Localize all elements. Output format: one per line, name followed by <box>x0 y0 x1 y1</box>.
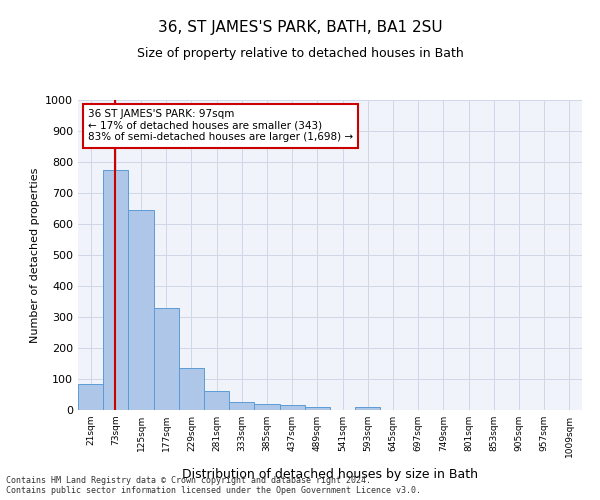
Bar <box>280 406 305 410</box>
Bar <box>78 384 103 410</box>
Bar <box>179 368 204 410</box>
Bar <box>229 402 254 410</box>
Bar <box>355 407 380 410</box>
Text: 36 ST JAMES'S PARK: 97sqm
← 17% of detached houses are smaller (343)
83% of semi: 36 ST JAMES'S PARK: 97sqm ← 17% of detac… <box>88 110 353 142</box>
X-axis label: Distribution of detached houses by size in Bath: Distribution of detached houses by size … <box>182 468 478 481</box>
Bar <box>204 392 229 410</box>
Bar <box>254 404 280 410</box>
Bar <box>103 170 128 410</box>
Bar <box>305 407 330 410</box>
Text: 36, ST JAMES'S PARK, BATH, BA1 2SU: 36, ST JAMES'S PARK, BATH, BA1 2SU <box>158 20 442 35</box>
Y-axis label: Number of detached properties: Number of detached properties <box>29 168 40 342</box>
Bar <box>154 308 179 410</box>
Bar <box>128 210 154 410</box>
Text: Contains HM Land Registry data © Crown copyright and database right 2024.
Contai: Contains HM Land Registry data © Crown c… <box>6 476 421 495</box>
Text: Size of property relative to detached houses in Bath: Size of property relative to detached ho… <box>137 47 463 60</box>
